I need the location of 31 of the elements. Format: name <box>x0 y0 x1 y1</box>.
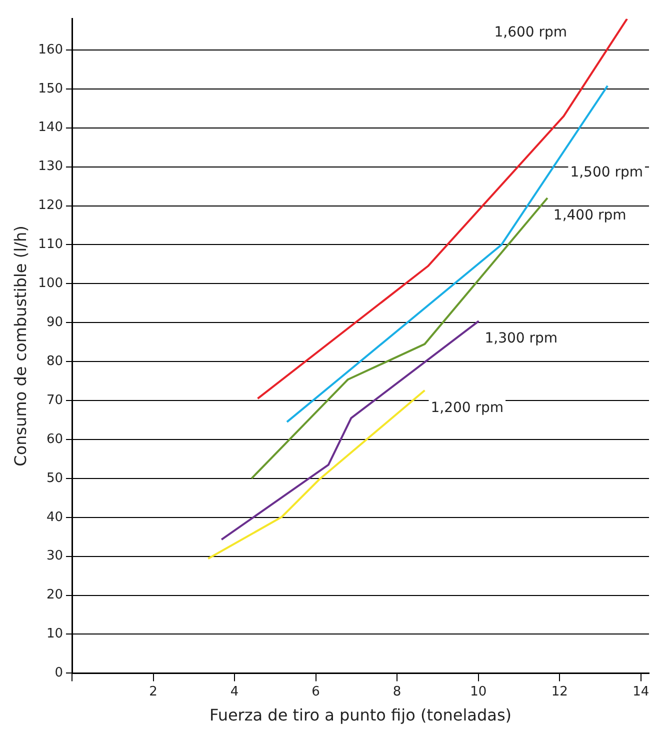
y-tick-label: 90 <box>46 315 64 330</box>
y-tick-label: 0 <box>54 666 64 681</box>
y-axis-title: Consumo de combustible (l/h) <box>10 226 30 466</box>
y-tick-label: 80 <box>46 354 64 369</box>
x-tick-label: 8 <box>392 684 402 700</box>
x-tick-label: 2 <box>149 684 158 700</box>
y-tick-label: 30 <box>46 548 64 564</box>
y-tick-label: 110 <box>38 237 64 252</box>
y-tick-label: 20 <box>46 588 64 603</box>
series-label: 1,300 rpm <box>484 330 558 347</box>
y-tick-label: 130 <box>38 159 64 174</box>
y-tick-label: 160 <box>38 42 64 58</box>
series-label: 1,400 rpm <box>553 208 626 224</box>
y-tick-label: 150 <box>38 81 64 96</box>
y-tick-label: 120 <box>38 198 64 214</box>
y-tick-label: 60 <box>46 432 64 447</box>
series-label: 1,200 rpm <box>430 400 504 416</box>
x-tick-label: 4 <box>230 684 239 700</box>
y-tick-label: 140 <box>38 120 64 136</box>
x-tick-label: 12 <box>551 684 568 700</box>
x-tick-label: 14 <box>632 684 650 700</box>
series-label: 1,500 rpm <box>570 164 644 180</box>
x-axis-title: Fuerza de tiro a punto fijo (toneladas) <box>209 706 512 725</box>
text: 1,600 rpm <box>494 24 568 40</box>
x-tick-label: 10 <box>470 684 487 700</box>
y-tick-label: 10 <box>46 626 64 642</box>
y-tick-label: 100 <box>38 276 64 292</box>
y-tick-label: 50 <box>46 470 64 486</box>
y-tick-label: 40 <box>46 510 64 525</box>
y-tick-label: 70 <box>46 392 64 408</box>
x-tick-label: 6 <box>312 684 320 700</box>
